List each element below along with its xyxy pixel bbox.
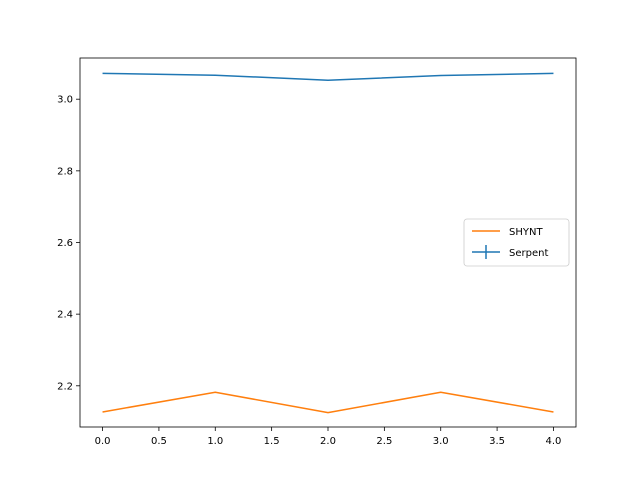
- data-point-serpent: [440, 74, 442, 76]
- x-tick-label: 0.5: [151, 436, 167, 447]
- x-axis: 0.0 0.5 1.0 1.5 2.0 2.5 3.0 3.5 4.0: [95, 427, 562, 447]
- x-tick-label: 2.0: [320, 436, 336, 447]
- series-line-shynt: [102, 391, 554, 414]
- data-point-serpent: [101, 72, 103, 74]
- data-point-shynt: [214, 391, 216, 393]
- legend-label-shynt: SHYNT: [509, 227, 543, 238]
- y-tick-label: 2.4: [57, 310, 73, 321]
- data-point-shynt: [101, 411, 103, 413]
- data-point-serpent: [214, 74, 216, 76]
- data-point-serpent: [327, 79, 329, 81]
- y-tick-label: 2.2: [57, 381, 73, 392]
- y-tick-label: 3.0: [57, 95, 73, 106]
- y-tick-label: 2.6: [57, 238, 73, 249]
- x-tick-label: 3.0: [433, 436, 449, 447]
- data-point-shynt: [440, 391, 442, 393]
- y-tick-label: 2.8: [57, 166, 73, 177]
- legend: SHYNT Serpent: [463, 218, 570, 267]
- data-point-shynt: [327, 411, 329, 413]
- x-tick-label: 1.0: [207, 436, 223, 447]
- x-tick-label: 0.0: [95, 436, 111, 447]
- x-tick-label: 2.5: [376, 436, 392, 447]
- series-layer: [101, 72, 554, 414]
- y-axis: 2.2 2.4 2.6 2.8 3.0: [57, 95, 80, 392]
- legend-label-serpent: Serpent: [509, 248, 548, 259]
- data-point-shynt: [552, 411, 554, 413]
- series-line-serpent: [102, 72, 554, 81]
- data-point-serpent: [552, 72, 554, 74]
- x-tick-label: 1.5: [264, 436, 280, 447]
- x-tick-label: 3.5: [489, 436, 505, 447]
- x-tick-label: 4.0: [546, 436, 562, 447]
